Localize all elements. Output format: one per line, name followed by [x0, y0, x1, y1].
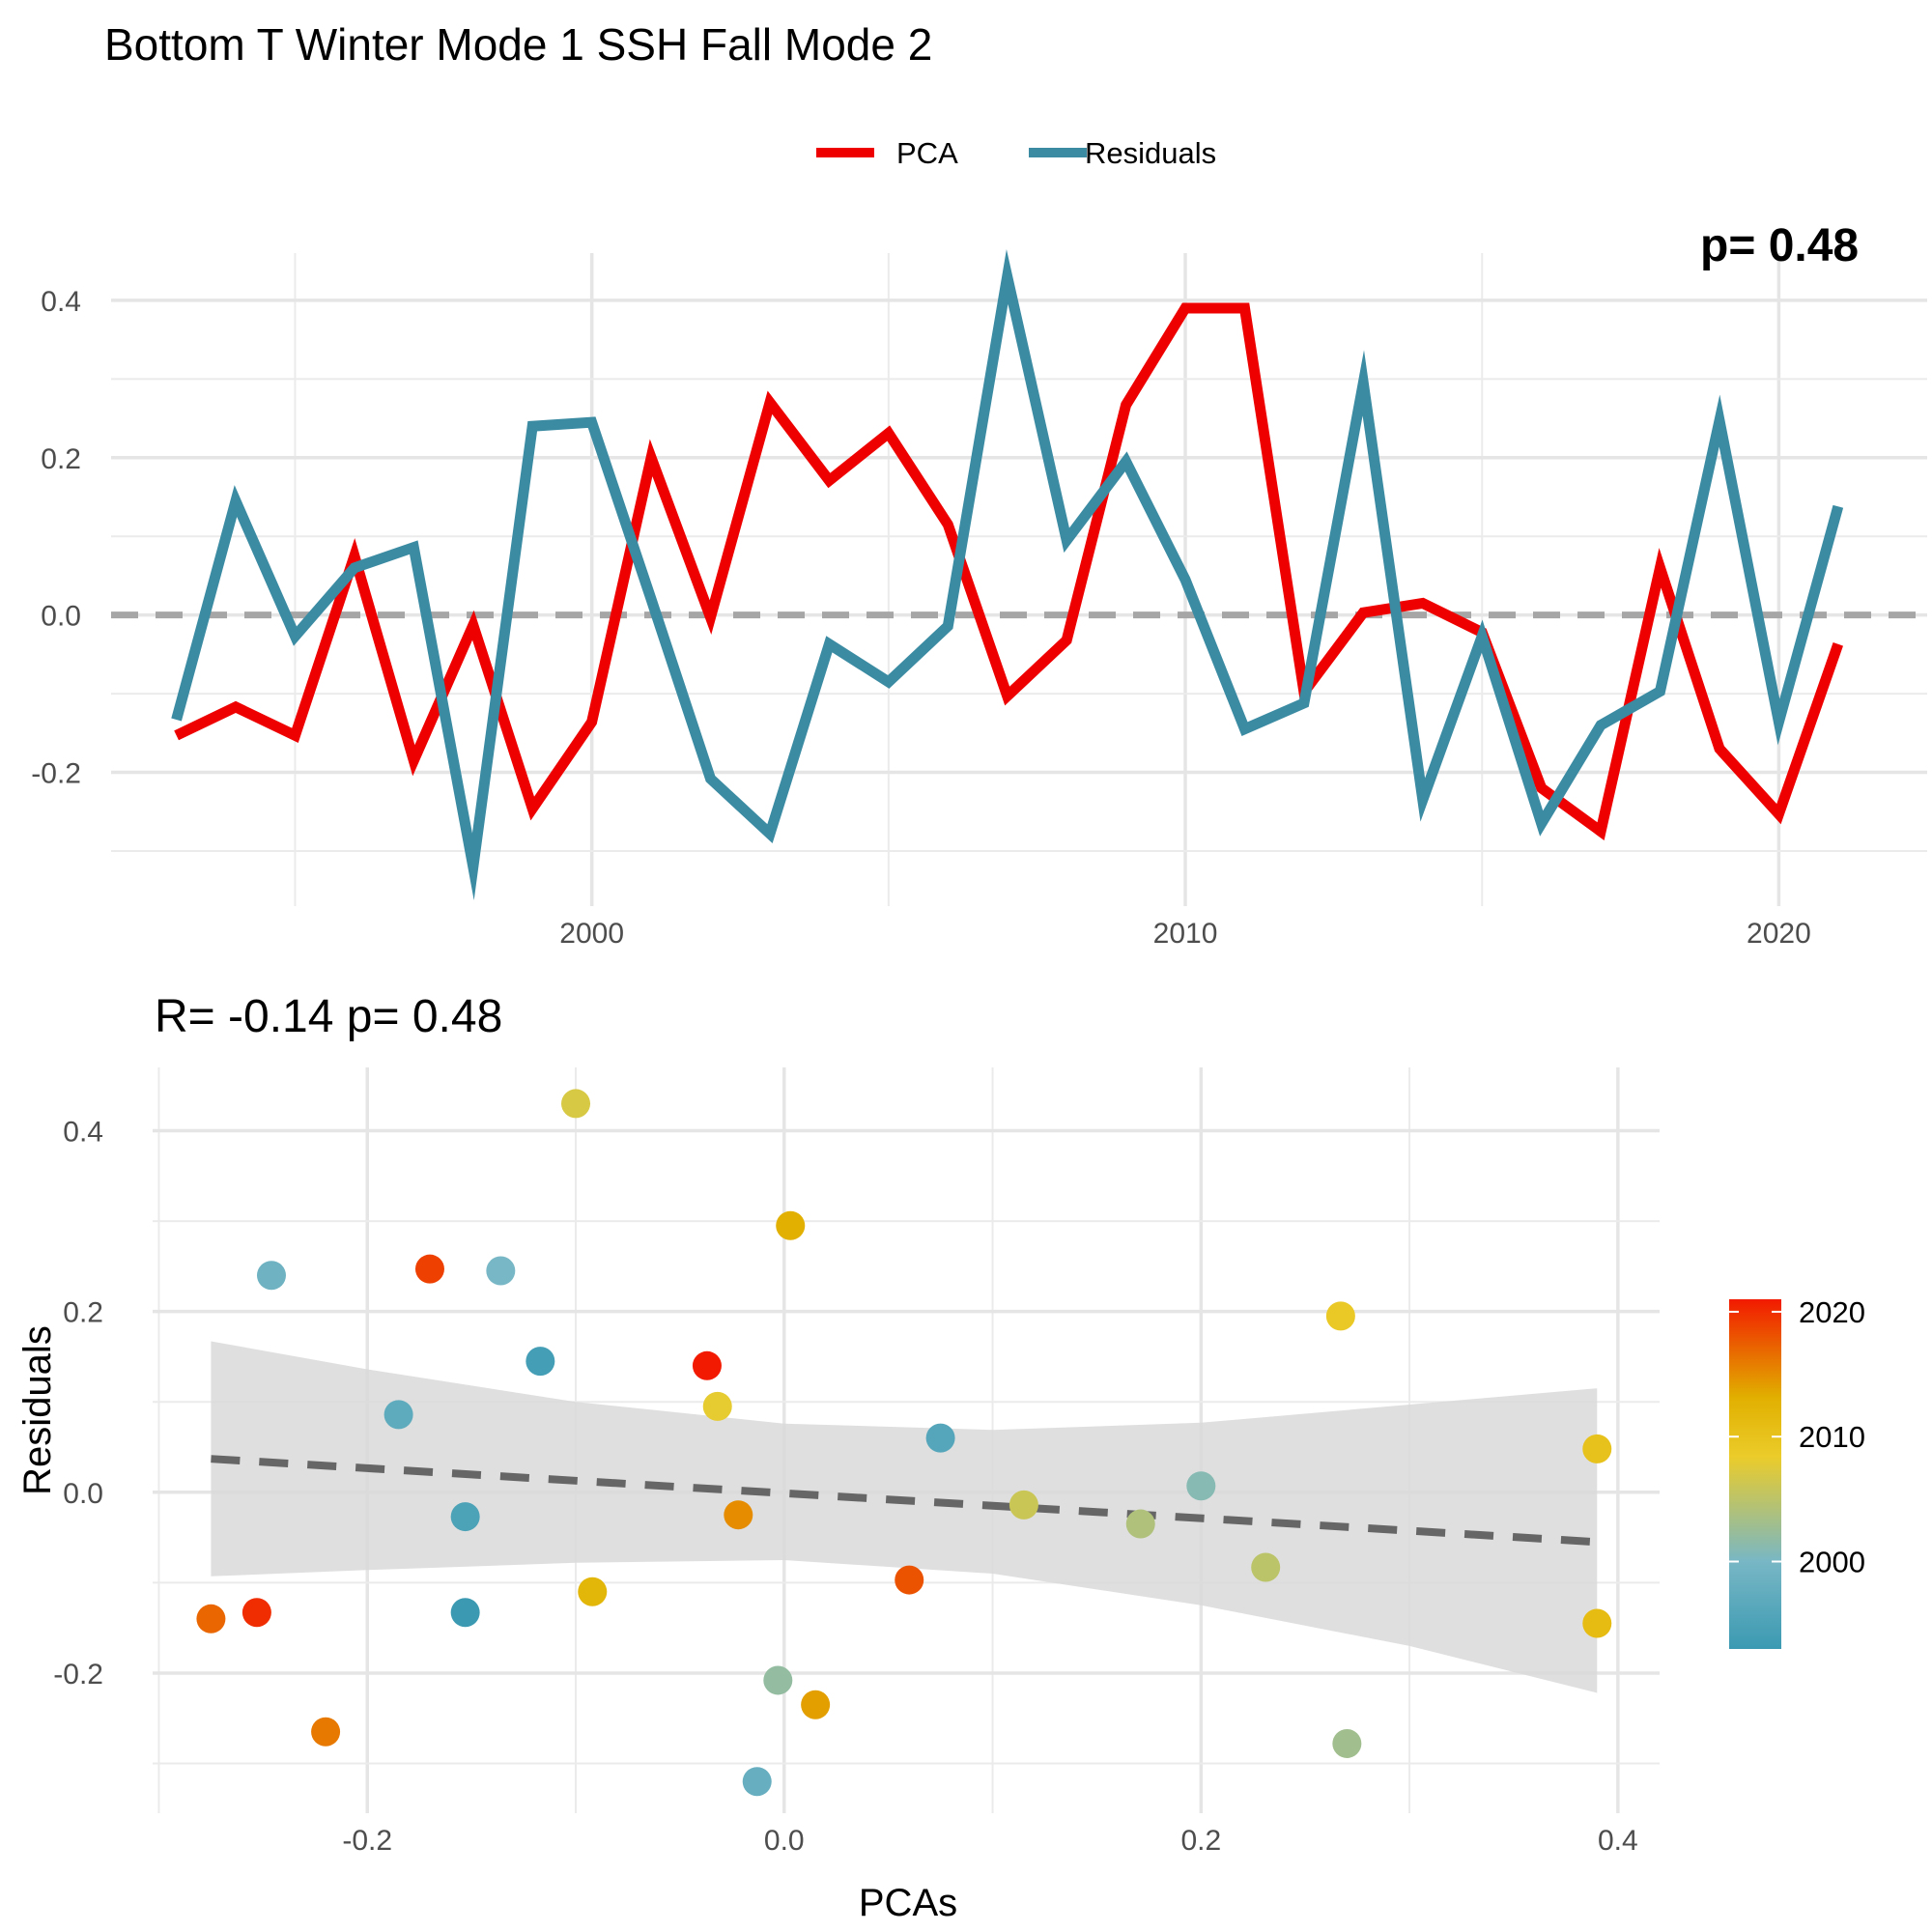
- scatter-points: [196, 1089, 1612, 1797]
- scatter-point-2020: [242, 1598, 271, 1628]
- top-y-tick-labels: -0.2 0.0 0.2 0.4: [31, 286, 81, 790]
- scatter-x-tick-label: -0.2: [342, 1825, 392, 1857]
- confidence-band: [211, 1341, 1598, 1693]
- scatter-point-2003: [1332, 1728, 1362, 1758]
- scatter-point-2017: [196, 1604, 226, 1634]
- y-axis-title: Residuals: [16, 1325, 59, 1495]
- scatter-point-1996: [925, 1423, 955, 1453]
- scatter-point-1995: [450, 1502, 480, 1532]
- scatter-subtitle: R= -0.14 p= 0.48: [155, 991, 502, 1042]
- clipped-annotation: p= 0.48: [1700, 220, 1859, 271]
- scatter-point-2002: [763, 1665, 793, 1695]
- top-x-tick-labels: 2000 2010 2020: [559, 918, 1811, 950]
- scatter-point-2005: [1251, 1552, 1281, 1582]
- scatter-point-2010: [1582, 1434, 1612, 1463]
- top-line-panel: -0.2 0.0 0.2 0.4 2000 2010 2020: [31, 249, 1927, 950]
- chart-title: Bottom T Winter Mode 1 SSH Fall Mode 2: [104, 19, 932, 70]
- scatter-y-tick-label: -0.2: [53, 1659, 103, 1690]
- series-line-pca: [174, 302, 1843, 840]
- colorbar-tick-label: 2020: [1799, 1295, 1865, 1329]
- scatter-x-tick-label: 0.4: [1598, 1825, 1638, 1857]
- scatter-point-2011: [1582, 1608, 1612, 1638]
- scatter-point-2008: [702, 1391, 732, 1421]
- series-line-residuals: [171, 249, 1844, 901]
- top-y-tick-label: 0.2: [41, 443, 81, 475]
- scatter-point-2009: [1325, 1301, 1355, 1331]
- scatter-y-tick-labels: -0.2 0.0 0.2 0.4: [53, 1117, 103, 1690]
- scatter-point-2014: [801, 1690, 831, 1719]
- scatter-point-1994: [526, 1347, 555, 1377]
- scatter-x-tick-label: 0.2: [1180, 1825, 1221, 1857]
- scatter-point-1997: [384, 1400, 413, 1430]
- top-y-tick-label: 0.0: [41, 601, 81, 633]
- scatter-x-tick-label: 0.0: [764, 1825, 805, 1857]
- top-x-tick-label: 2000: [559, 918, 624, 950]
- colorbar-gradient: [1729, 1299, 1781, 1649]
- scatter-y-tick-label: 0.2: [63, 1297, 103, 1329]
- top-y-tick-label: 0.4: [41, 286, 81, 318]
- x-axis-title: PCAs: [859, 1882, 957, 1924]
- colorbar-tick-label: 2000: [1799, 1546, 1865, 1579]
- scatter-point-1993: [450, 1598, 480, 1628]
- scatter-point-1998: [742, 1767, 772, 1797]
- confidence-band-area: [211, 1341, 1598, 1693]
- scatter-point-2015: [724, 1500, 753, 1530]
- scatter-point-2001: [1186, 1471, 1216, 1501]
- scatter-gridlines: [153, 1067, 1660, 1813]
- top-series-group: [171, 249, 1844, 901]
- scatter-point-2012: [578, 1577, 608, 1606]
- regression-fit-line: [211, 1455, 1598, 1547]
- scatter-point-2007: [561, 1089, 591, 1119]
- scatter-panel: -0.2 0.0 0.2 0.4 -0.2 0.0 0.2 0.4: [53, 1067, 1660, 1857]
- top-x-tick-label: 2020: [1747, 918, 1811, 950]
- colorbar-tick-label: 2010: [1799, 1420, 1865, 1454]
- scatter-x-tick-labels: -0.2 0.0 0.2 0.4: [342, 1825, 1637, 1857]
- fit-line: [211, 1455, 1598, 1547]
- scatter-point-2016: [311, 1717, 341, 1747]
- scatter-point-2019: [414, 1254, 444, 1284]
- scatter-point-2006: [1009, 1490, 1038, 1520]
- colorbar-ticks: 2000 2010 2020: [1729, 1295, 1865, 1579]
- scatter-point-2000: [486, 1256, 516, 1286]
- legend-label-residuals: Residuals: [1085, 136, 1216, 170]
- legend: PCA Residuals: [816, 136, 1216, 170]
- top-x-tick-label: 2010: [1153, 918, 1218, 950]
- scatter-point-2004: [1125, 1509, 1155, 1539]
- scatter-point-1999: [256, 1261, 286, 1291]
- scatter-y-tick-label: 0.0: [63, 1478, 103, 1510]
- legend-label-pca: PCA: [896, 136, 958, 170]
- scatter-y-tick-label: 0.4: [63, 1117, 103, 1149]
- top-y-tick-label: -0.2: [31, 758, 81, 790]
- scatter-point-2018: [895, 1565, 924, 1595]
- colorbar: 2000 2010 2020: [1729, 1295, 1865, 1649]
- scatter-point-2021: [692, 1350, 722, 1380]
- scatter-point-2013: [776, 1210, 806, 1240]
